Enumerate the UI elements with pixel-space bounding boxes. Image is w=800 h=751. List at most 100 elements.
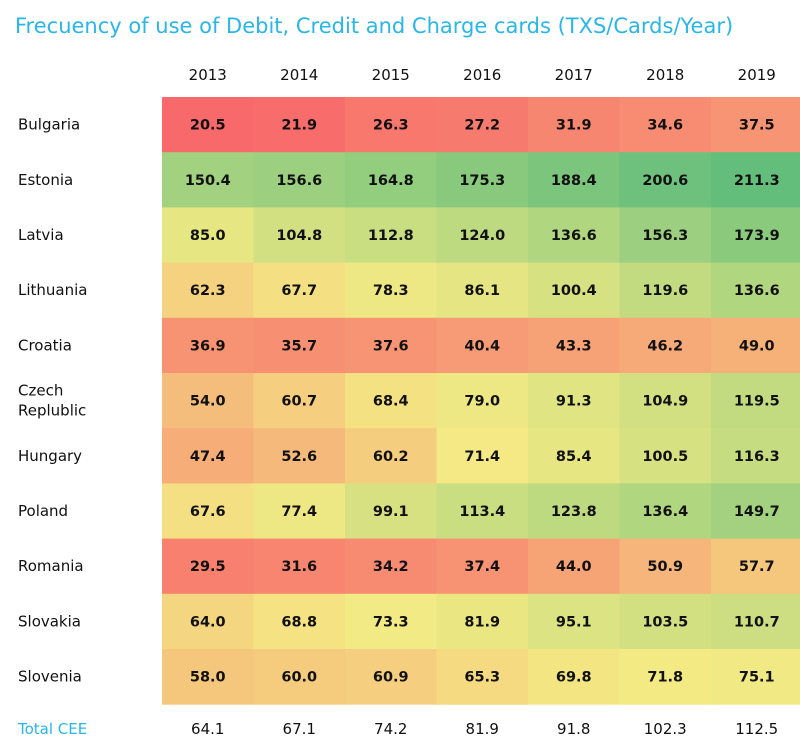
- cell-value-hungary-2017: 85.4: [556, 449, 592, 465]
- cell-value-slovakia-2017: 95.1: [556, 614, 592, 630]
- heatmap-cell-hungary-2019: [711, 428, 800, 484]
- heatmap-cell-hungary-2015: [345, 428, 437, 484]
- cell-value-latvia-2016: 124.0: [459, 228, 505, 244]
- heatmap-cell-romania-2016: [436, 538, 529, 595]
- row-label-estonia: Estonia: [18, 171, 73, 189]
- heatmap-cell-hungary-2014: [253, 428, 346, 484]
- cell-value-hungary-2016: 71.4: [464, 449, 500, 465]
- heatmap-cell-estonia-2017: [528, 152, 620, 208]
- cell-value-hungary-2019: 116.3: [734, 449, 780, 465]
- heatmap-cell-lithuania-2018: [619, 262, 712, 319]
- cell-value-slovenia-2016: 65.3: [464, 670, 500, 686]
- cell-value-estonia-2018: 200.6: [642, 173, 688, 189]
- heatmap-cell-bulgaria-2014: [253, 97, 346, 153]
- column-header-2014: 2014: [280, 66, 318, 84]
- cell-value-romania-2015: 34.2: [373, 559, 409, 575]
- row-label-lithuania: Lithuania: [18, 281, 87, 299]
- cell-value-czech-replublic-2015: 68.4: [373, 394, 409, 410]
- cell-value-hungary-2015: 60.2: [373, 449, 409, 465]
- heatmap-cell-lithuania-2015: [345, 262, 437, 319]
- heatmap-cell-slovenia-2014: [253, 649, 346, 705]
- total-value-2018: 102.3: [644, 720, 687, 738]
- heatmap-cell-croatia-2018: [619, 317, 712, 374]
- cell-value-poland-2013: 67.6: [190, 504, 226, 520]
- cell-value-romania-2016: 37.4: [464, 559, 500, 575]
- cell-value-lithuania-2013: 62.3: [190, 283, 226, 299]
- heatmap-cell-croatia-2015: [345, 317, 437, 374]
- total-value-2013: 64.1: [191, 720, 224, 738]
- cell-value-hungary-2018: 100.5: [642, 449, 688, 465]
- cell-value-estonia-2017: 188.4: [551, 173, 597, 189]
- heatmap-cell-latvia-2014: [253, 207, 346, 264]
- cell-value-bulgaria-2015: 26.3: [373, 118, 409, 134]
- heatmap-cell-lithuania-2013: [162, 262, 254, 319]
- cell-value-bulgaria-2019: 37.5: [739, 118, 775, 134]
- column-header-2013: 2013: [189, 66, 227, 84]
- cell-value-poland-2018: 136.4: [642, 504, 688, 520]
- heatmap-cell-croatia-2019: [711, 317, 800, 374]
- cell-value-bulgaria-2016: 27.2: [464, 118, 500, 134]
- cell-value-latvia-2014: 104.8: [276, 228, 322, 244]
- heatmap-cell-poland-2013: [162, 483, 254, 540]
- heatmap-cell-lithuania-2017: [528, 262, 620, 319]
- cell-value-latvia-2013: 85.0: [190, 228, 226, 244]
- cell-value-hungary-2013: 47.4: [190, 449, 226, 465]
- cell-value-bulgaria-2013: 20.5: [190, 118, 226, 134]
- heatmap-cell-slovakia-2014: [253, 593, 346, 650]
- cell-value-bulgaria-2018: 34.6: [647, 118, 683, 134]
- heatmap-cell-bulgaria-2015: [345, 97, 437, 153]
- total-value-2019: 112.5: [735, 720, 778, 738]
- heatmap-cell-latvia-2015: [345, 207, 437, 264]
- heatmap-cell-estonia-2014: [253, 152, 346, 208]
- heatmap-cell-hungary-2016: [436, 428, 529, 484]
- cell-value-estonia-2014: 156.6: [276, 173, 322, 189]
- cell-value-poland-2016: 113.4: [459, 504, 505, 520]
- row-label-hungary: Hungary: [18, 447, 82, 465]
- heatmap-cell-latvia-2019: [711, 207, 800, 264]
- row-label-croatia: Croatia: [18, 336, 72, 354]
- heatmap-cell-slovenia-2018: [619, 649, 712, 705]
- heatmap-cell-croatia-2016: [436, 317, 529, 374]
- row-label-latvia: Latvia: [18, 226, 64, 244]
- heatmap-cell-poland-2015: [345, 483, 437, 540]
- heatmap-cell-slovakia-2013: [162, 593, 254, 650]
- row-label-romania: Romania: [18, 557, 84, 575]
- heatmap-cell-latvia-2018: [619, 207, 712, 264]
- heatmap-cell-romania-2019: [711, 538, 800, 595]
- heatmap-cell-latvia-2016: [436, 207, 529, 264]
- cell-value-lithuania-2014: 67.7: [281, 283, 317, 299]
- cell-value-estonia-2016: 175.3: [459, 173, 505, 189]
- cell-value-czech-replublic-2016: 79.0: [464, 394, 500, 410]
- cell-value-slovakia-2016: 81.9: [464, 614, 500, 630]
- cell-value-latvia-2019: 173.9: [734, 228, 780, 244]
- heatmap-cell-poland-2017: [528, 483, 620, 540]
- total-value-2014: 67.1: [283, 720, 316, 738]
- heatmap-cell-czech-replublic-2017: [528, 373, 620, 429]
- heatmap-cell-hungary-2018: [619, 428, 712, 484]
- cell-value-lithuania-2018: 119.6: [642, 283, 688, 299]
- heatmap-cell-bulgaria-2018: [619, 97, 712, 153]
- heatmap-cell-slovenia-2016: [436, 649, 529, 705]
- cell-value-lithuania-2015: 78.3: [373, 283, 409, 299]
- cell-value-slovakia-2014: 68.8: [281, 614, 317, 630]
- cell-value-croatia-2013: 36.9: [190, 338, 226, 354]
- cell-value-slovenia-2017: 69.8: [556, 670, 592, 686]
- heatmap-cell-slovakia-2018: [619, 593, 712, 650]
- heatmap-cell-estonia-2018: [619, 152, 712, 208]
- row-label-slovakia: Slovakia: [18, 612, 81, 630]
- cell-value-lithuania-2019: 136.6: [734, 283, 780, 299]
- cell-value-romania-2013: 29.5: [190, 559, 226, 575]
- total-value-2017: 91.8: [557, 720, 590, 738]
- cell-value-slovakia-2015: 73.3: [373, 614, 409, 630]
- heatmap-cell-estonia-2013: [162, 152, 254, 208]
- cell-value-slovenia-2019: 75.1: [739, 670, 775, 686]
- row-label-czech-replublic: Replublic: [18, 402, 86, 420]
- cell-value-croatia-2019: 49.0: [739, 338, 775, 354]
- heatmap-cell-hungary-2017: [528, 428, 620, 484]
- heatmap-cell-slovakia-2016: [436, 593, 529, 650]
- cell-value-slovakia-2013: 64.0: [190, 614, 226, 630]
- heatmap-cell-slovenia-2015: [345, 649, 437, 705]
- row-label-slovenia: Slovenia: [18, 668, 82, 686]
- heatmap-cell-slovenia-2017: [528, 649, 620, 705]
